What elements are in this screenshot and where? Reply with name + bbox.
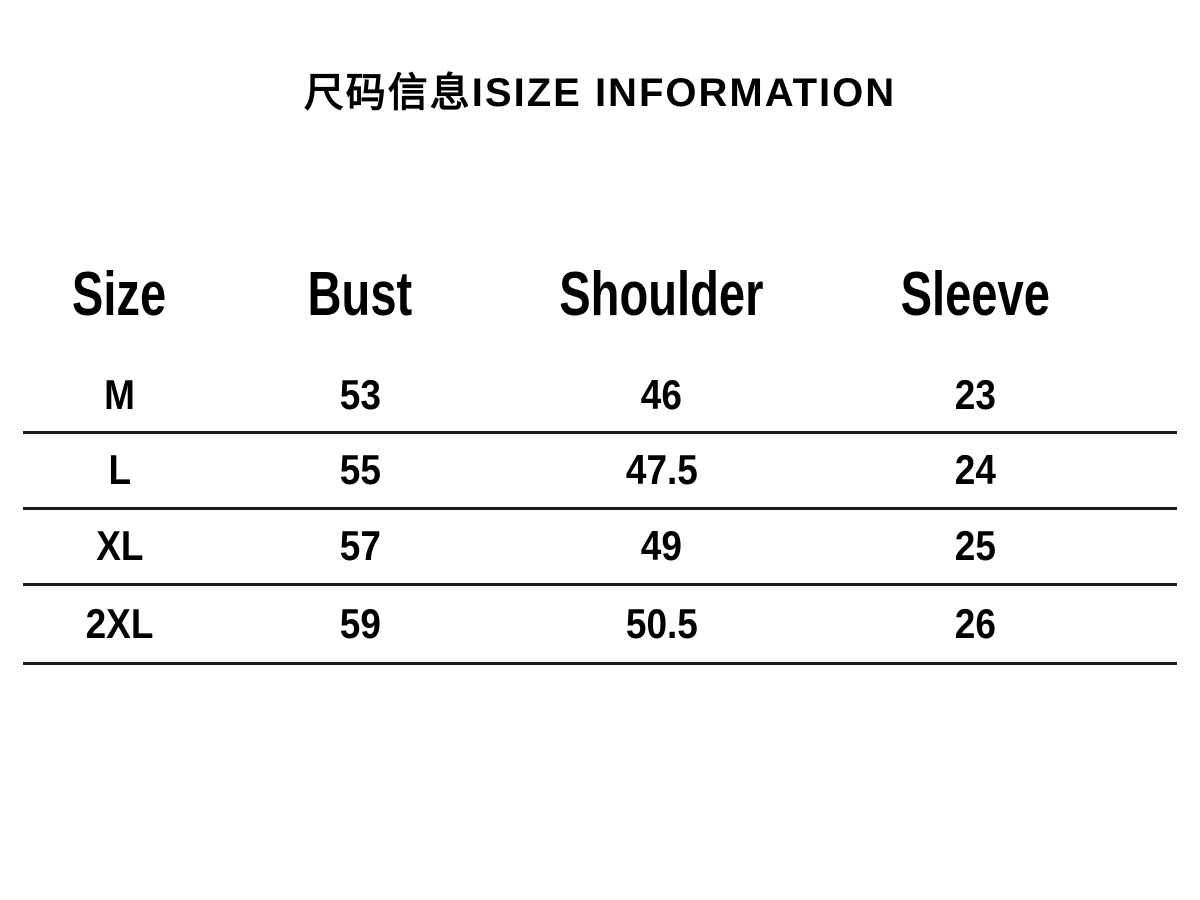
table-row-2xl: 2XL 59 50.5 26 <box>23 584 1177 663</box>
column-header-sleeve: Sleeve <box>819 230 1131 360</box>
sleeve-cell: 25 <box>954 522 996 569</box>
page-title: 尺码信息ISIZE INFORMATION <box>303 71 897 115</box>
bust-cell: 53 <box>339 371 381 419</box>
size-cell: L <box>108 446 131 493</box>
table-row-m: M 53 46 23 <box>23 360 1177 432</box>
column-header-bust: Bust <box>216 230 505 360</box>
table-row-xl: XL 57 49 25 <box>23 508 1177 584</box>
sleeve-cell: 23 <box>954 371 996 419</box>
size-table: Size Bust Shoulder Sleeve M 53 46 23 <box>23 230 1177 665</box>
table-header-row: Size Bust Shoulder Sleeve <box>23 230 1177 360</box>
bust-cell: 55 <box>339 446 381 493</box>
sleeve-cell: 24 <box>954 446 996 493</box>
sleeve-cell: 26 <box>954 599 996 647</box>
column-header-size: Size <box>23 230 216 360</box>
column-header-bust-label: Bust <box>307 260 413 329</box>
shoulder-cell: 47.5 <box>625 446 698 493</box>
table-row-l: L 55 47.5 24 <box>23 432 1177 508</box>
spacer-column <box>1131 230 1177 360</box>
size-cell: M <box>103 371 135 419</box>
size-cell: 2XL <box>85 599 154 647</box>
column-header-sleeve-label: Sleeve <box>900 260 1050 329</box>
size-cell: XL <box>95 522 143 569</box>
column-header-size-label: Size <box>72 260 167 329</box>
bust-cell: 59 <box>339 599 381 647</box>
shoulder-cell: 49 <box>641 522 683 569</box>
bust-cell: 57 <box>339 522 381 569</box>
column-header-shoulder-label: Shoulder <box>559 260 764 329</box>
column-header-shoulder: Shoulder <box>504 230 819 360</box>
shoulder-cell: 50.5 <box>625 599 698 647</box>
shoulder-cell: 46 <box>641 371 683 419</box>
